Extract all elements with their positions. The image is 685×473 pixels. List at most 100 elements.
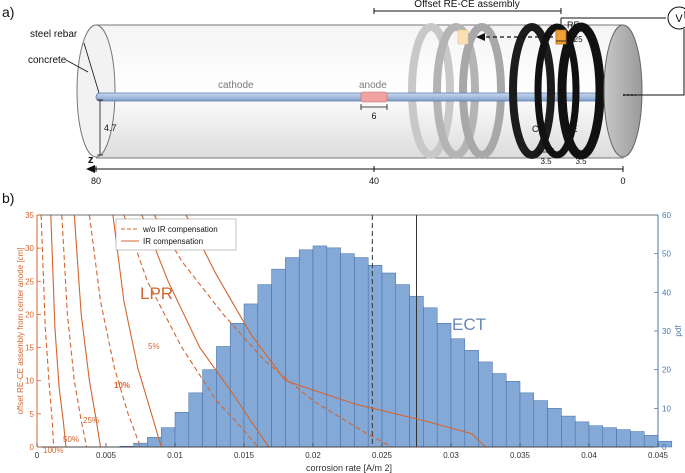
concrete-right-face <box>603 24 643 158</box>
panel-a: a) V Offset RE-CE assembly <box>2 0 685 186</box>
contour-label-100: 100% <box>43 446 63 455</box>
histogram-bar <box>229 323 245 448</box>
x-tick-label: 0.03 <box>443 451 459 460</box>
ce-gap-dim-1 <box>538 148 554 155</box>
counter-electrode-ring-2 <box>557 22 605 160</box>
histogram-bar <box>202 369 217 448</box>
concrete-left-face <box>76 24 116 158</box>
histogram-bar <box>436 323 452 448</box>
histogram-bar <box>492 373 507 448</box>
concrete-leader <box>65 59 89 73</box>
histogram-bar <box>381 272 397 448</box>
y-right-tick-label: 50 <box>662 250 671 259</box>
rebar-diameter-label: 4.7 <box>104 123 117 133</box>
histogram-bar <box>340 253 355 448</box>
y-right-tick-label: 30 <box>662 327 671 336</box>
y-right-tick-label: 20 <box>662 366 671 375</box>
anode-label: anode <box>359 80 387 91</box>
ring-faded-2 <box>433 23 479 159</box>
counter-electrode-ring-1 <box>509 23 555 159</box>
histogram-bar <box>519 392 535 448</box>
ce-gap-label-1: 3.5 <box>540 157 552 166</box>
z-axis-arrowhead <box>86 165 95 173</box>
z-tick-label-0: 0 <box>620 176 625 186</box>
ring-faded-1 <box>408 23 454 159</box>
y-left-tick-label: 10 <box>25 377 34 386</box>
legend: w/o IR compensation IR compensation <box>115 218 237 251</box>
histogram-bar <box>561 415 576 448</box>
panel-b-label: b) <box>2 190 14 206</box>
lpr-label: LPR <box>140 284 173 303</box>
rebar-wire-down <box>623 29 685 96</box>
lpr-curve <box>112 214 162 448</box>
reference-electrode <box>555 29 567 45</box>
histogram-bar <box>133 442 148 448</box>
histogram-bar <box>216 346 231 448</box>
histogram-bar <box>533 400 548 448</box>
y-left-tick-label: 15 <box>25 344 34 353</box>
x-tick-label: 0.045 <box>648 451 669 460</box>
ce-gap-dim-2 <box>573 148 589 155</box>
y-right-tick-label: 40 <box>662 288 671 297</box>
x-tick-label: 0 <box>35 451 40 460</box>
histogram-bar <box>160 427 176 448</box>
legend-label-solid: IR compensation <box>143 237 203 246</box>
ring-faded-3 <box>459 23 505 159</box>
plot-area: 0 0.005 0.01 0.015 0.02 0.025 0.03 0.035 0.04 0.0… <box>25 211 673 460</box>
contour-label-10: 10% <box>114 381 130 390</box>
voltmeter <box>667 6 685 30</box>
x-axis-label: corrosion rate [A/m 2] <box>306 463 392 473</box>
legend-label-dashed: w/o IR compensation <box>142 225 218 234</box>
lpr-curve <box>73 214 102 448</box>
re-label: RE <box>567 20 580 30</box>
anode-segment <box>360 91 388 103</box>
z-tick-label-40: 40 <box>369 176 379 186</box>
histogram-bar <box>574 421 590 448</box>
x-tick-label: 0.02 <box>305 451 321 460</box>
panel-a-label: a) <box>2 4 14 20</box>
concrete-label: concrete <box>28 55 67 66</box>
re-move-arrowhead <box>476 33 485 41</box>
histogram-bar <box>188 392 203 448</box>
steel-rebar-label: steel rebar <box>30 29 78 40</box>
lpr-curve <box>50 214 67 448</box>
histogram-bar <box>643 435 659 448</box>
y-left-tick-label: 0 <box>30 443 35 452</box>
legend-box <box>115 218 237 251</box>
y-right-tick-label: 60 <box>662 211 671 220</box>
steel-rebar <box>95 92 624 102</box>
y-left-tick-label: 20 <box>25 310 34 319</box>
lpr-curve <box>123 214 259 448</box>
ce-gap-label-2: 3.5 <box>575 157 587 166</box>
x-tick-label: 0.005 <box>96 451 117 460</box>
voltmeter-label: V <box>675 13 683 25</box>
z-tick-label-80: 80 <box>91 176 101 186</box>
histogram-bar <box>616 429 631 448</box>
histogram-bar <box>505 381 521 448</box>
steel-rebar-leader <box>83 42 100 94</box>
ce-label-2: CE <box>565 124 578 134</box>
rebar-diameter-dim <box>97 99 103 156</box>
contour-label-50: 50% <box>63 435 79 444</box>
y-left-tick-label: 25 <box>25 277 34 286</box>
y-left-tick-label: 30 <box>25 244 34 253</box>
histogram-bar <box>478 361 493 448</box>
histogram-bar <box>367 265 383 448</box>
histogram-bar <box>312 245 328 448</box>
reference-electrode-faded <box>457 29 469 45</box>
y-right-axis-label: pdf <box>674 325 683 337</box>
histogram-bar <box>285 257 300 448</box>
histogram-bar <box>423 307 438 448</box>
assembly-label: Offset RE-CE assembly <box>414 0 519 10</box>
y-right-tick-label: 0 <box>662 443 667 452</box>
lpr-curve <box>141 214 270 448</box>
y-right-tick-label: 10 <box>662 404 671 413</box>
assembly-bracket <box>373 8 562 14</box>
re-width-label: 2.25 <box>567 35 583 44</box>
y-left-axis-label: offset RE-CE assembly from center anode … <box>16 247 25 414</box>
lpr-curve <box>40 214 55 448</box>
histogram-bar <box>271 268 286 448</box>
histogram-bar <box>547 408 562 448</box>
anode-length-label: 6 <box>371 111 376 121</box>
y-left-tick-label: 5 <box>30 410 35 419</box>
